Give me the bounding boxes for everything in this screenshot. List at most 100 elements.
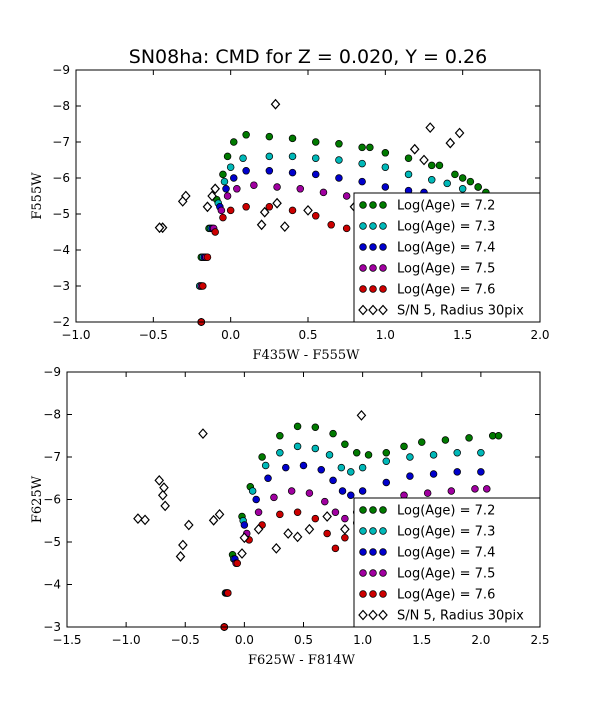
legend-marker: [379, 201, 387, 209]
y-tick-label: −9: [43, 365, 61, 379]
isochrone-point: [219, 170, 227, 179]
legend-label: Log(Age) = 7.2: [397, 504, 495, 519]
isochrone-point: [265, 167, 274, 175]
isochrone-point: [287, 487, 296, 495]
isochrone-point: [233, 559, 242, 567]
legend-marker: [359, 201, 367, 209]
y-tick-label: −5: [52, 207, 70, 221]
legend-marker: [379, 590, 387, 598]
isochrone-point: [311, 212, 320, 220]
y-axis-label: F625W: [30, 475, 45, 523]
x-tick-label: 2.0: [471, 633, 490, 647]
y-tick-label: −4: [52, 243, 70, 257]
observed-point: [207, 190, 217, 202]
isochrone-point: [358, 463, 367, 472]
legend: Log(Age) = 7.2 Log(Age) = 7.3 Log(Age) = 7…: [353, 497, 541, 628]
isochrone-point: [233, 185, 241, 193]
isochrone-point: [276, 510, 284, 519]
isochrone-point: [352, 449, 361, 457]
observed-point: [304, 523, 315, 535]
observed-point: [175, 551, 186, 562]
isochrone-point: [311, 423, 320, 432]
isochrone-point: [293, 422, 302, 431]
isochrone-point: [223, 192, 232, 200]
isochrone-point: [465, 434, 473, 442]
isochrone-point: [404, 170, 413, 179]
observed-point: [272, 197, 282, 209]
x-tick-label: 1.5: [412, 633, 431, 647]
legend-label: Log(Age) = 7.6: [397, 588, 495, 603]
isochrone-point: [443, 179, 451, 188]
isochrone-point: [239, 154, 247, 162]
isochrone-point: [341, 514, 349, 523]
observed-point: [283, 528, 293, 539]
y-tick-label: −6: [52, 171, 70, 185]
observed-point: [210, 183, 221, 195]
isochrone-point: [477, 449, 485, 457]
isochrone-point: [400, 442, 408, 451]
isochrone-point: [254, 508, 263, 517]
x-tick-label: −1.0: [112, 633, 141, 647]
isochrone-point: [429, 451, 438, 459]
isochrone-point: [447, 487, 456, 495]
observed-point: [419, 154, 429, 166]
isochrone-point: [288, 134, 297, 143]
isochrone-point: [342, 224, 351, 233]
isochrone-point: [226, 163, 235, 171]
isochrone-point: [358, 159, 366, 168]
isochrone-point: [248, 487, 257, 495]
isochrone-point: [220, 177, 229, 186]
isochrone-point: [288, 152, 297, 161]
isochrone-point: [335, 174, 343, 182]
isochrone-point: [261, 461, 270, 470]
legend-label: Log(Age) = 7.3: [397, 220, 495, 235]
observed-point: [303, 204, 313, 216]
legend-label: S/N 5, Radius 30pix: [397, 304, 524, 319]
observed-point: [237, 548, 247, 559]
isochrone-point: [219, 213, 227, 222]
isochrone-point: [331, 508, 340, 517]
legend-marker: [368, 609, 378, 621]
isochrone-point: [311, 170, 320, 179]
legend-marker: [369, 548, 377, 556]
isochrone-point: [406, 453, 414, 461]
bottom-panel: −1.5 −1.0 −0.5 0.0 0.5 1.0 1.5 2.0 2.5 −9 −8 −7 −6 −5…: [30, 365, 550, 668]
isochrone-point: [338, 487, 347, 495]
legend-marker: [369, 285, 377, 293]
isochrone-point: [477, 468, 485, 476]
observed-point: [140, 514, 150, 526]
isochrone-point: [242, 131, 250, 139]
isochrone-point: [325, 451, 334, 459]
y-tick-label: −7: [52, 135, 70, 149]
isochrone-point: [282, 463, 290, 472]
isochrone-point: [203, 253, 212, 261]
isochrone-point: [404, 154, 413, 162]
legend-marker: [359, 264, 367, 272]
isochrone-point: [311, 444, 320, 453]
isochrone-point: [242, 203, 250, 211]
legend-marker: [369, 243, 377, 251]
isochrone-point: [382, 449, 391, 457]
legend-marker: [359, 222, 367, 230]
y-tick-label: −6: [43, 493, 61, 507]
observed-point: [154, 222, 165, 234]
isochrone-point: [276, 432, 284, 440]
legend-marker: [359, 527, 367, 535]
chart-title: SN08ha: CMD for Z = 0.020, Y = 0.26: [129, 46, 487, 68]
y-tick-label: −4: [43, 578, 61, 592]
observed-point: [279, 221, 290, 233]
y-tick-label: −3: [52, 279, 70, 293]
observed-point: [177, 195, 188, 207]
observed-point: [239, 532, 250, 544]
isochrone-point: [317, 466, 325, 474]
isochrone-point: [321, 497, 329, 506]
isochrone-point: [347, 491, 355, 500]
isochrone-point: [293, 508, 302, 517]
isochrone-point: [474, 183, 482, 191]
legend-marker: [358, 609, 368, 621]
observed-point: [198, 428, 208, 440]
legend-marker: [368, 304, 378, 316]
legend-marker: [379, 569, 387, 577]
isochrone-point: [466, 177, 475, 186]
isochrone-point: [305, 489, 314, 497]
